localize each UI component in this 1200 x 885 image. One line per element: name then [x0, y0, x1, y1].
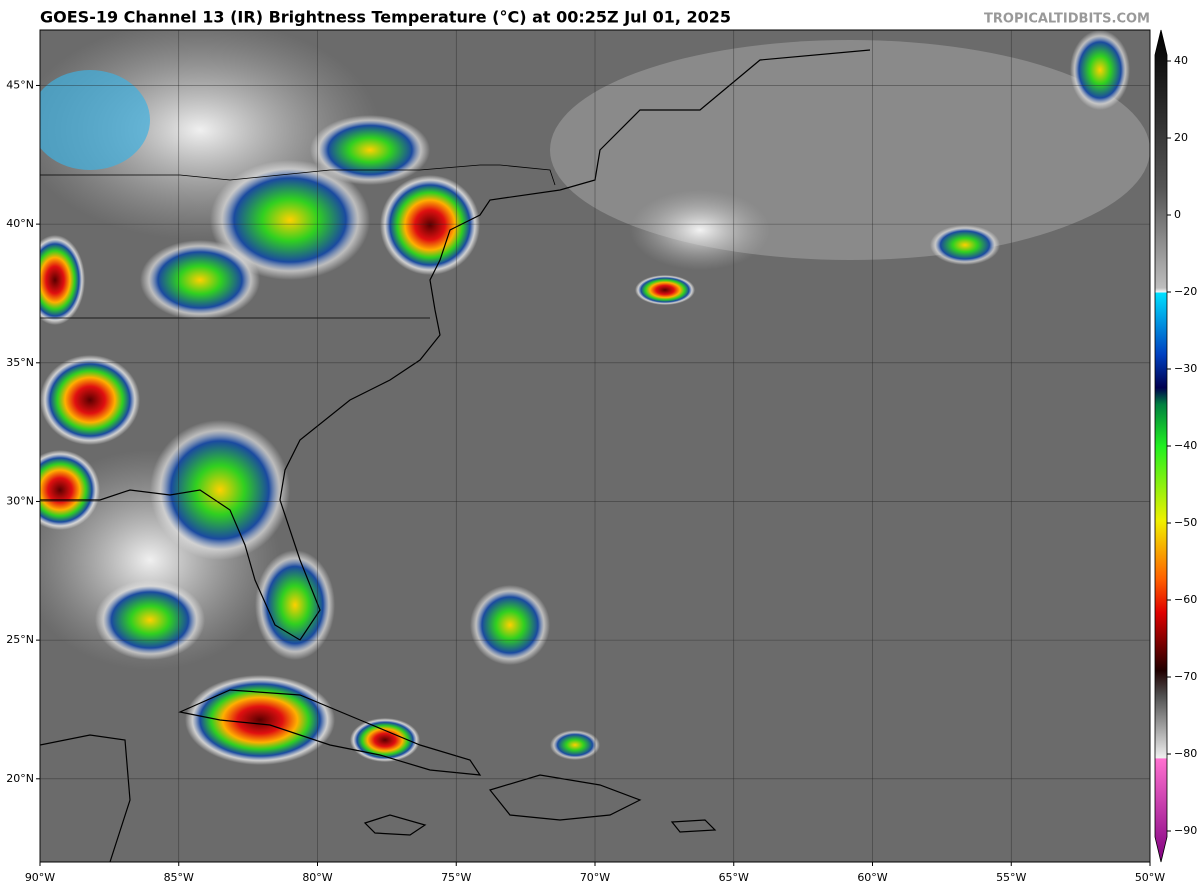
x-tick-label: 90°W [25, 871, 55, 884]
storm [635, 275, 695, 305]
cell [150, 420, 290, 560]
coastline [40, 49, 871, 641]
colorbar [1154, 29, 1168, 863]
x-tick-label: 60°W [857, 871, 887, 884]
cell [210, 160, 370, 280]
cell [1070, 30, 1130, 110]
colorbar-label: 0 [1174, 208, 1181, 221]
y-tick-label: 45°N [6, 78, 34, 91]
colorbar-label: −70 [1174, 670, 1197, 683]
y-tick-label: 35°N [6, 356, 34, 369]
colorbar-label: −40 [1174, 439, 1197, 452]
island [363, 814, 427, 836]
x-tick-label: 55°W [996, 871, 1026, 884]
x-tick-label: 65°W [719, 871, 749, 884]
storm [40, 355, 140, 445]
island [670, 819, 717, 833]
colorbar-label: −60 [1174, 593, 1197, 606]
credit: TROPICALTIDBITS.COM [984, 12, 1150, 27]
colorbar-label: −30 [1174, 362, 1197, 375]
colorbar-label: −50 [1174, 516, 1197, 529]
coastline [40, 734, 131, 862]
y-tick-label: 20°N [6, 772, 34, 785]
title: GOES-19 Channel 13 (IR) Brightness Tempe… [40, 8, 731, 27]
cell [470, 585, 550, 665]
borders [40, 164, 556, 186]
x-tick-label: 50°W [1135, 871, 1165, 884]
x-tick-label: 80°W [302, 871, 332, 884]
cell [310, 115, 430, 185]
cell [140, 240, 260, 320]
colorbar-label: 40 [1174, 54, 1188, 67]
x-tick-label: 70°W [580, 871, 610, 884]
colorbar-label: 20 [1174, 131, 1188, 144]
colorbar-label: −20 [1174, 285, 1197, 298]
imagery [40, 30, 1150, 862]
storm [185, 675, 335, 765]
colorbar-label: −80 [1174, 747, 1197, 760]
y-tick-label: 40°N [6, 217, 34, 230]
cloud [630, 190, 770, 270]
x-tick-label: 75°W [441, 871, 471, 884]
island [178, 689, 482, 776]
island [488, 774, 642, 821]
y-tick-label: 30°N [6, 494, 34, 507]
storm [380, 175, 480, 275]
cell [95, 580, 205, 660]
y-tick-label: 25°N [6, 633, 34, 646]
storm [40, 235, 85, 325]
cell [255, 550, 335, 660]
storm [40, 450, 100, 530]
cell [550, 730, 600, 760]
cell [930, 225, 1000, 265]
x-tick-label: 85°W [164, 871, 194, 884]
colorbar-label: −90 [1174, 824, 1197, 837]
cirrus [40, 70, 150, 170]
storm [350, 718, 420, 762]
